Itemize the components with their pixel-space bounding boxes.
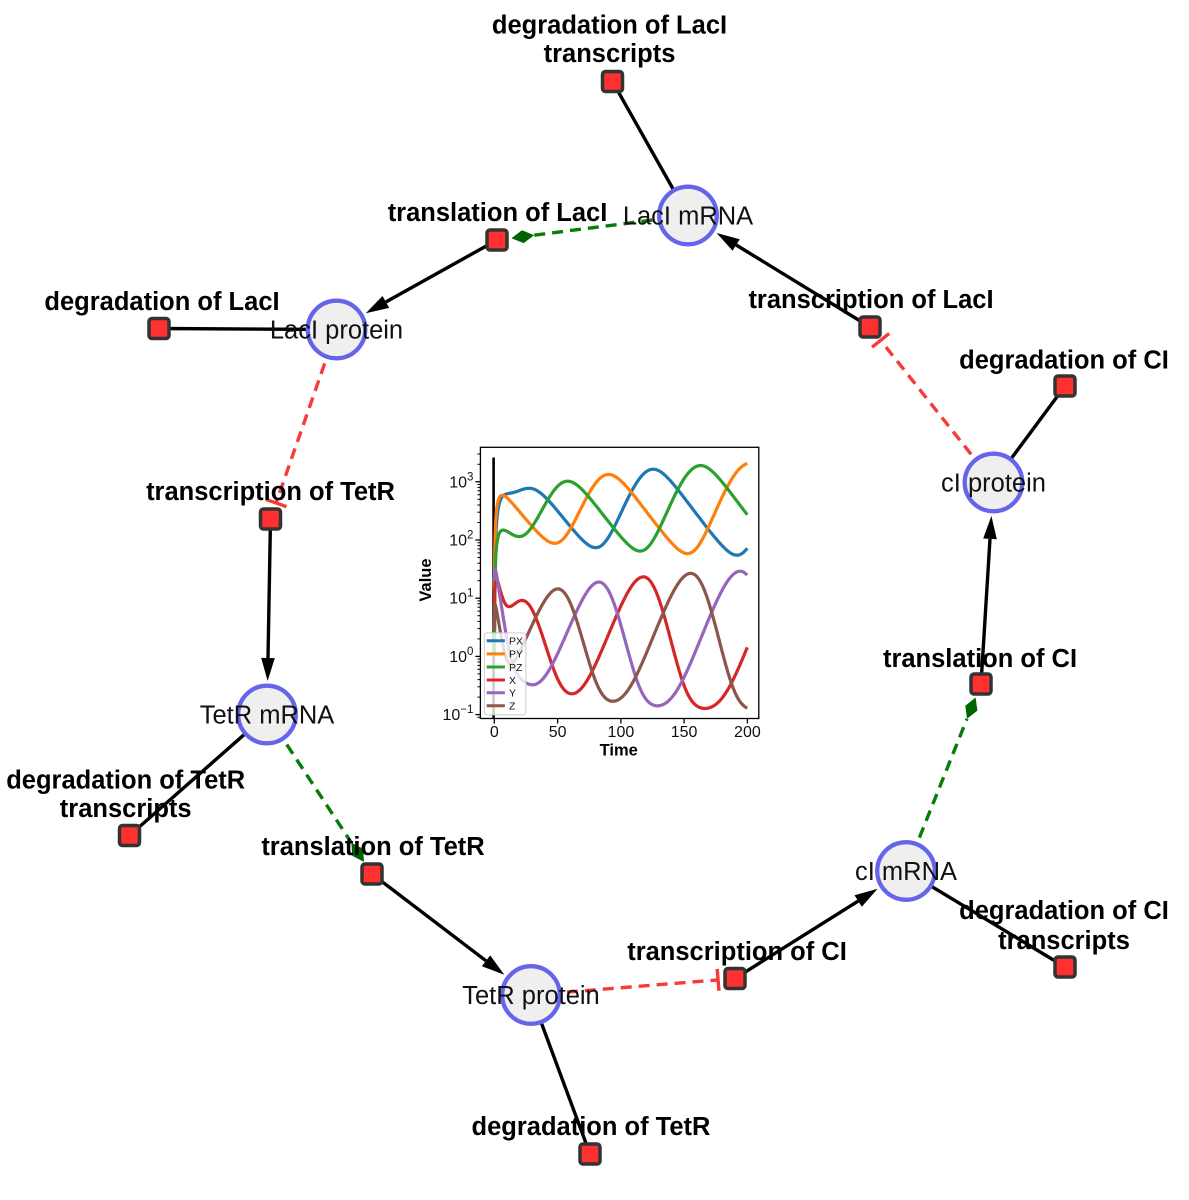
svg-text:Time: Time [600, 742, 638, 760]
svg-text:degradation of LacI: degradation of LacI [492, 12, 727, 40]
svg-text:degradation of TetR: degradation of TetR [6, 767, 245, 795]
svg-text:Value: Value [417, 558, 435, 601]
svg-text:translation of CI: translation of CI [883, 645, 1077, 673]
svg-text:cI protein: cI protein [941, 470, 1046, 498]
svg-text:degradation of CI: degradation of CI [959, 897, 1169, 925]
svg-text:150: 150 [671, 724, 698, 741]
svg-text:cI mRNA: cI mRNA [855, 858, 957, 886]
svg-text:LacI protein: LacI protein [270, 317, 403, 345]
svg-text:200: 200 [734, 724, 761, 741]
svg-text:transcription of CI: transcription of CI [627, 938, 847, 966]
svg-text:transcription of TetR: transcription of TetR [146, 478, 395, 506]
svg-text:10−1: 10−1 [442, 704, 473, 724]
svg-text:degradation of TetR: degradation of TetR [472, 1113, 711, 1141]
svg-text:103: 103 [449, 471, 473, 491]
svg-text:0: 0 [490, 724, 499, 741]
svg-text:101: 101 [449, 588, 473, 608]
svg-text:Y: Y [509, 688, 516, 700]
svg-text:PX: PX [509, 636, 523, 648]
svg-text:TetR protein: TetR protein [462, 982, 600, 1010]
svg-text:transcripts: transcripts [998, 927, 1130, 955]
svg-text:100: 100 [449, 646, 473, 666]
svg-text:PZ: PZ [509, 662, 523, 674]
svg-text:TetR mRNA: TetR mRNA [200, 702, 335, 730]
svg-text:translation of LacI: translation of LacI [388, 199, 608, 227]
svg-text:translation of TetR: translation of TetR [261, 833, 484, 861]
svg-text:102: 102 [449, 530, 473, 550]
svg-text:X: X [509, 675, 516, 687]
svg-text:transcription of LacI: transcription of LacI [748, 286, 993, 314]
svg-text:degradation of CI: degradation of CI [959, 347, 1169, 375]
svg-text:transcripts: transcripts [544, 40, 676, 68]
svg-text:LacI mRNA: LacI mRNA [623, 203, 753, 231]
svg-text:100: 100 [608, 724, 635, 741]
svg-text:PY: PY [509, 649, 523, 661]
svg-text:Z: Z [509, 701, 516, 713]
svg-text:transcripts: transcripts [60, 795, 192, 823]
svg-text:50: 50 [549, 724, 567, 741]
svg-text:degradation of LacI: degradation of LacI [44, 288, 279, 316]
